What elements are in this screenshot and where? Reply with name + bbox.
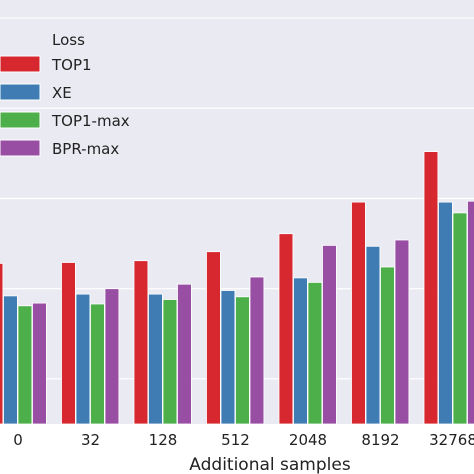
bar-top1-max-32768 — [452, 212, 468, 425]
bar-xe-128 — [148, 293, 163, 425]
bar-top1-max-128 — [162, 299, 178, 425]
bar-bpr-max-2048 — [322, 244, 337, 425]
bar-top1-128 — [133, 260, 149, 425]
x-tick-label: 32 — [81, 431, 100, 449]
bar-xe-2048 — [293, 277, 308, 425]
bar-top1-max-32 — [90, 303, 105, 425]
bar-top1-512 — [206, 251, 221, 425]
bar-top1-max-2048 — [307, 281, 323, 425]
legend-label-top1: TOP1 — [51, 56, 92, 74]
legend-label-bpr-max: BPR-max — [52, 140, 119, 158]
x-tick-label: 128 — [149, 431, 178, 449]
bar-top1-max-0 — [17, 305, 33, 425]
x-tick-label: 0 — [13, 431, 23, 449]
bar-top1-8192 — [351, 201, 366, 425]
legend-title: Loss — [52, 31, 85, 49]
bar-bpr-max-32 — [104, 288, 120, 425]
x-axis-label: Additional samples — [189, 455, 351, 474]
bar-xe-32768 — [438, 201, 453, 425]
legend-swatch-bpr-max — [0, 139, 41, 157]
x-tick-label: 512 — [221, 431, 250, 449]
bar-top1-32768 — [423, 151, 439, 425]
bar-xe-32 — [75, 293, 91, 425]
bar-bpr-max-8192 — [394, 239, 410, 425]
bar-top1-max-8192 — [380, 266, 395, 425]
bar-xe-0 — [3, 295, 18, 425]
legend: Loss TOP1 XE TOP1-max BPR-max — [0, 31, 130, 158]
bar-xe-8192 — [365, 245, 381, 425]
x-tick-label: 2048 — [289, 431, 327, 449]
legend-swatch-top1 — [0, 55, 41, 73]
x-tick-labels: 0 32 128 512 2048 8192 32768 — [13, 431, 474, 449]
bar-bpr-max-32768 — [467, 200, 474, 425]
legend-label-xe: XE — [52, 84, 72, 102]
bars — [0, 151, 474, 425]
bar-bpr-max-0 — [32, 302, 47, 425]
bar-top1-0 — [0, 262, 4, 425]
legend-label-top1-max: TOP1-max — [51, 112, 130, 130]
bar-bpr-max-128 — [177, 283, 192, 425]
bar-top1-max-512 — [235, 296, 250, 425]
bar-top1-32 — [61, 262, 76, 425]
bar-top1-2048 — [278, 233, 294, 425]
x-tick-label: 8192 — [361, 431, 399, 449]
legend-swatch-xe — [0, 83, 41, 101]
bar-bpr-max-512 — [249, 276, 265, 425]
bar-xe-512 — [220, 290, 236, 425]
legend-swatch-top1-max — [0, 111, 41, 129]
x-tick-label: 32768 — [429, 431, 474, 449]
